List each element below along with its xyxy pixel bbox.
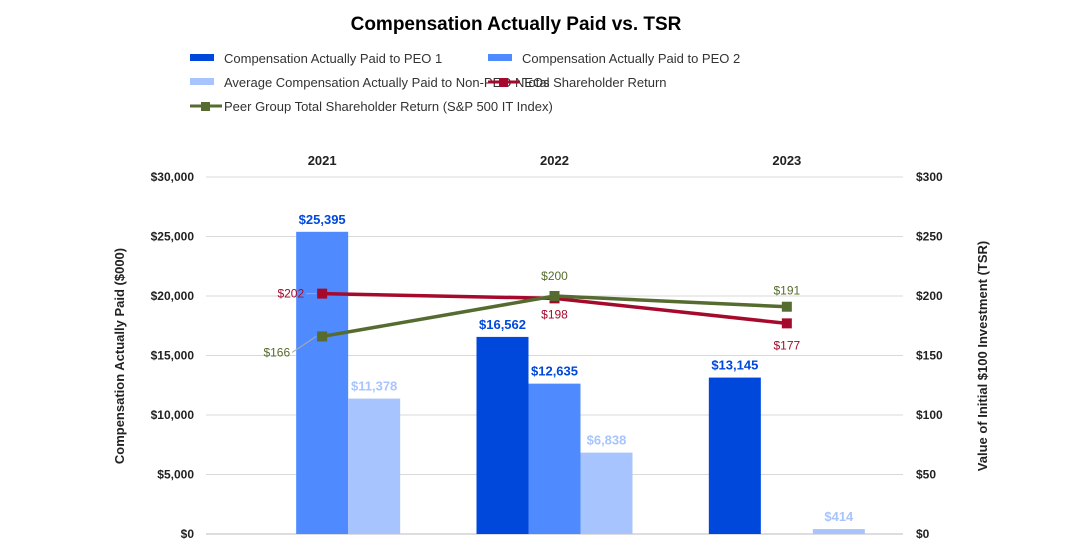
y-tick-label: $15,000 xyxy=(151,349,195,363)
y2-tick-label: $50 xyxy=(916,468,936,482)
line-marker xyxy=(317,288,328,299)
y-tick-label: $20,000 xyxy=(151,289,195,303)
bar-data-label: $6,838 xyxy=(587,433,627,448)
bar xyxy=(580,452,633,534)
y2-tick-label: $100 xyxy=(916,408,943,422)
bar xyxy=(296,231,349,534)
bar-data-label: $25,395 xyxy=(299,212,346,227)
legend-swatch xyxy=(488,54,512,61)
legend-label: Average Compensation Actually Paid to No… xyxy=(224,75,550,90)
x-tick-label: 2023 xyxy=(772,153,801,168)
bar-data-label: $13,145 xyxy=(711,358,758,373)
y2-tick-label: $250 xyxy=(916,230,943,244)
bar xyxy=(348,398,401,534)
line-data-label: $191 xyxy=(773,284,800,298)
legend-swatch xyxy=(190,78,214,85)
legend-label: Compensation Actually Paid to PEO 2 xyxy=(522,51,740,66)
legend-label: Total Shareholder Return xyxy=(522,75,667,90)
line-data-label: $200 xyxy=(541,269,568,283)
legend-swatch xyxy=(190,54,214,61)
legend-marker xyxy=(201,102,210,111)
leader-line xyxy=(291,336,317,353)
y2-tick-label: $300 xyxy=(916,170,943,184)
chart-title: Compensation Actually Paid vs. TSR xyxy=(351,14,682,35)
y2-tick-label: $0 xyxy=(916,527,930,541)
line-data-label: $166 xyxy=(263,345,290,359)
y-tick-label: $0 xyxy=(181,527,195,541)
axes: $0 $5,000 $10,000 $15,000 $20,000 $25,000 $30,… xyxy=(151,153,943,541)
bar xyxy=(528,383,581,534)
legend: Compensation Actually Paid to PEO 1 Compe… xyxy=(190,51,740,114)
y2-tick-label: $150 xyxy=(916,349,943,363)
line-data-label: $202 xyxy=(277,287,304,301)
line-marker xyxy=(549,291,560,301)
y-tick-label: $30,000 xyxy=(151,170,195,184)
line-data-label: $198 xyxy=(541,307,568,321)
line-marker xyxy=(781,301,792,312)
lines: $202 $198 $177 $166 $200 $191 xyxy=(263,269,800,359)
legend-label: Peer Group Total Shareholder Return (S&P… xyxy=(224,99,553,114)
bar-data-label: $16,562 xyxy=(479,317,526,332)
y2-axis-label: Value of Initial $100 Investment (TSR) xyxy=(975,241,990,471)
line-marker xyxy=(317,331,328,342)
y-tick-label: $25,000 xyxy=(151,230,195,244)
legend-label: Compensation Actually Paid to PEO 1 xyxy=(224,51,442,66)
y-tick-label: $5,000 xyxy=(157,468,194,482)
line-marker xyxy=(781,318,792,329)
bar-data-label: $12,635 xyxy=(531,364,578,379)
legend-marker xyxy=(499,78,508,87)
bar-data-label: $414 xyxy=(824,509,854,524)
y2-tick-label: $200 xyxy=(916,289,943,303)
x-tick-label: 2022 xyxy=(540,153,569,168)
y-axis-label: Compensation Actually Paid ($000) xyxy=(112,248,127,464)
y-tick-label: $10,000 xyxy=(151,408,195,422)
bar xyxy=(708,377,761,534)
bars: $16,562 $13,145 $25,395 $12,635 $11,378 $6,83… xyxy=(296,212,865,534)
bar-data-label: $11,378 xyxy=(351,379,397,394)
bar xyxy=(812,529,865,534)
x-tick-label: 2021 xyxy=(308,153,337,168)
bar xyxy=(476,336,529,534)
line-data-label: $177 xyxy=(773,338,800,352)
